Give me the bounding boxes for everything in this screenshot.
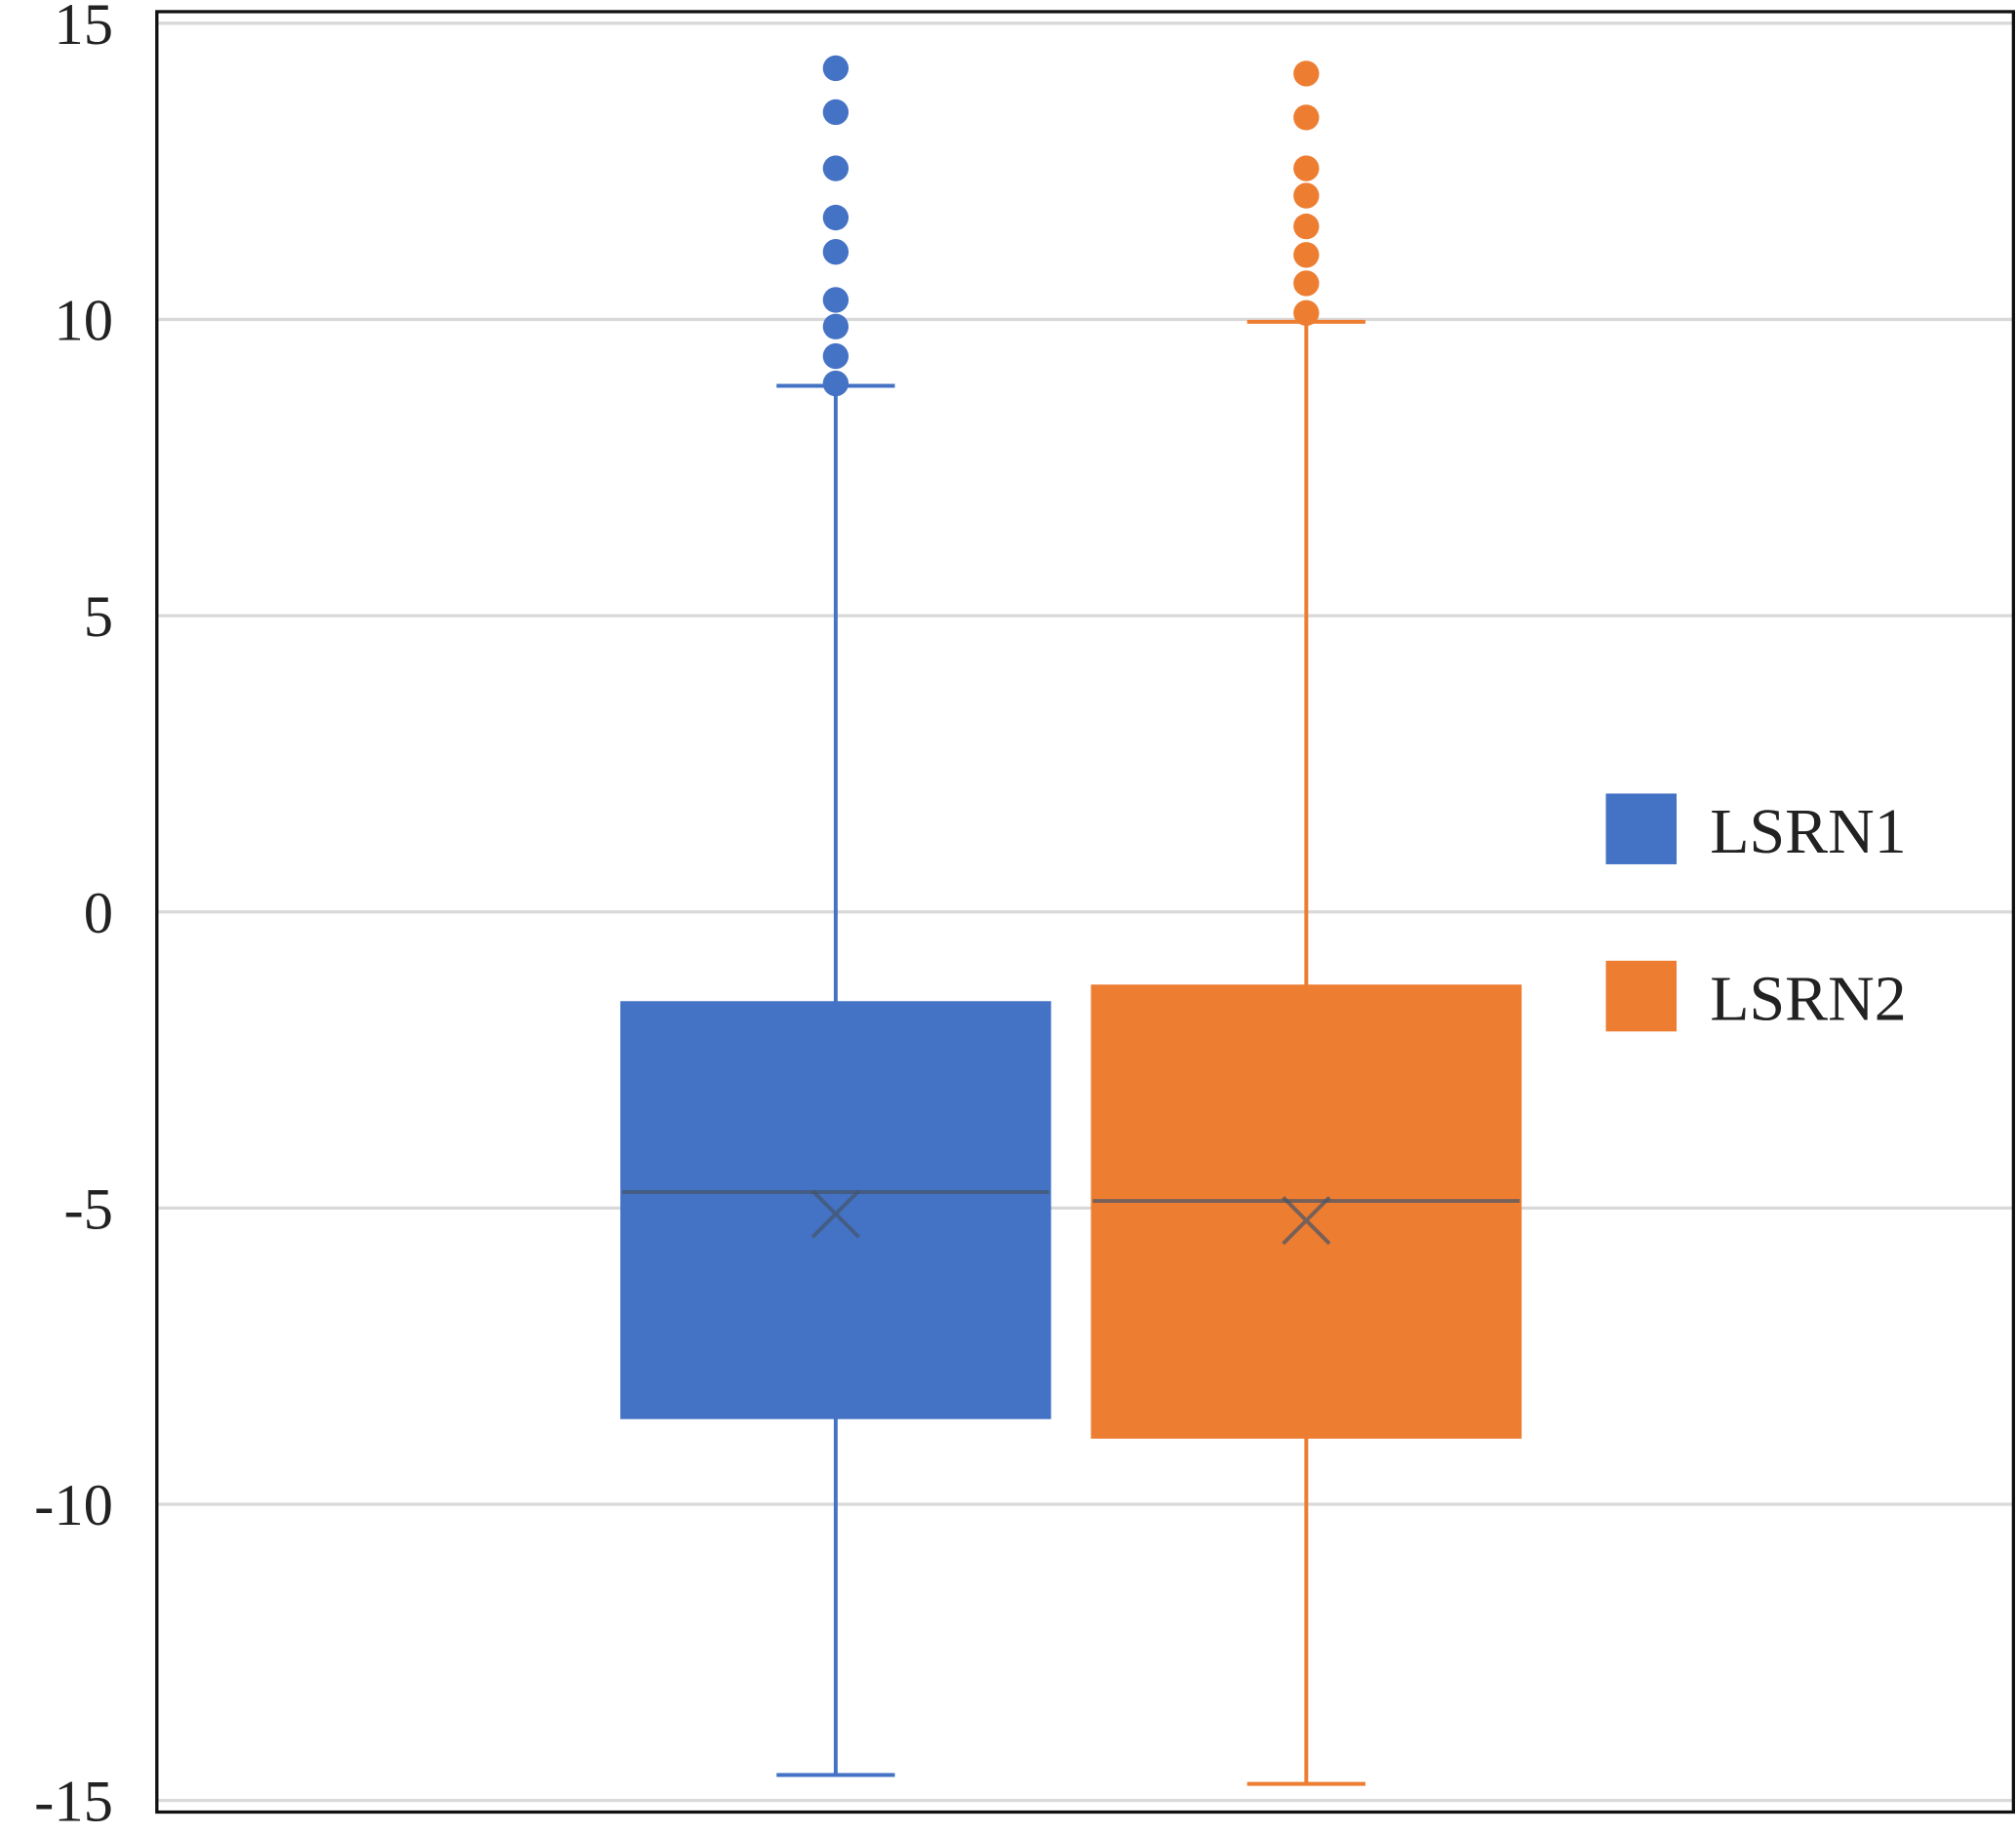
legend-label: LSRN1 [1710,796,1906,867]
legend-item-lsrn2: LSRN2 [1605,960,1907,1034]
legend-item-lsrn1: LSRN1 [1605,793,1907,867]
legend-swatch [1605,793,1677,864]
legend: LSRN1 LSRN2 [1605,793,1907,1034]
outlier-point [822,55,850,82]
legend-swatch [1605,960,1677,1032]
outlier-point [822,239,850,265]
boxes [620,55,1522,1786]
y-tick-label: -15 [34,1770,113,1834]
outlier-point [1293,182,1320,209]
y-tick-label: -10 [34,1473,113,1538]
y-axis-ticks: 15 10 5 0 -5 -10 -15 [34,0,113,1834]
gridlines [156,21,2014,1803]
outlier-point [1293,270,1320,297]
outlier-point [1293,242,1320,268]
box-lsrn1 [620,55,1051,1777]
y-tick-label: 5 [84,584,113,650]
y-tick-label: 0 [84,881,113,946]
mean-marker [1282,1195,1331,1246]
outlier-point [1293,299,1320,326]
y-tick-label: 15 [54,0,113,58]
outlier-point [822,342,850,370]
box-lsrn2 [1090,60,1522,1786]
mean-marker [810,1189,860,1239]
outlier-point [822,313,850,339]
y-tick-label: -5 [63,1176,113,1242]
outlier-point [1293,60,1320,87]
plot-frame [155,10,2016,1814]
outlier-point [822,287,850,313]
outlier-point [822,99,850,126]
outlier-point [1293,155,1320,181]
iqr-box [1090,984,1522,1439]
y-tick-label: 10 [54,289,113,354]
outlier-point [822,155,850,181]
legend-label: LSRN2 [1710,963,1906,1034]
outlier-point [1293,213,1320,240]
outlier-point [822,370,850,397]
outlier-point [822,204,850,231]
outlier-point [1293,104,1320,131]
iqr-box [620,1001,1051,1419]
